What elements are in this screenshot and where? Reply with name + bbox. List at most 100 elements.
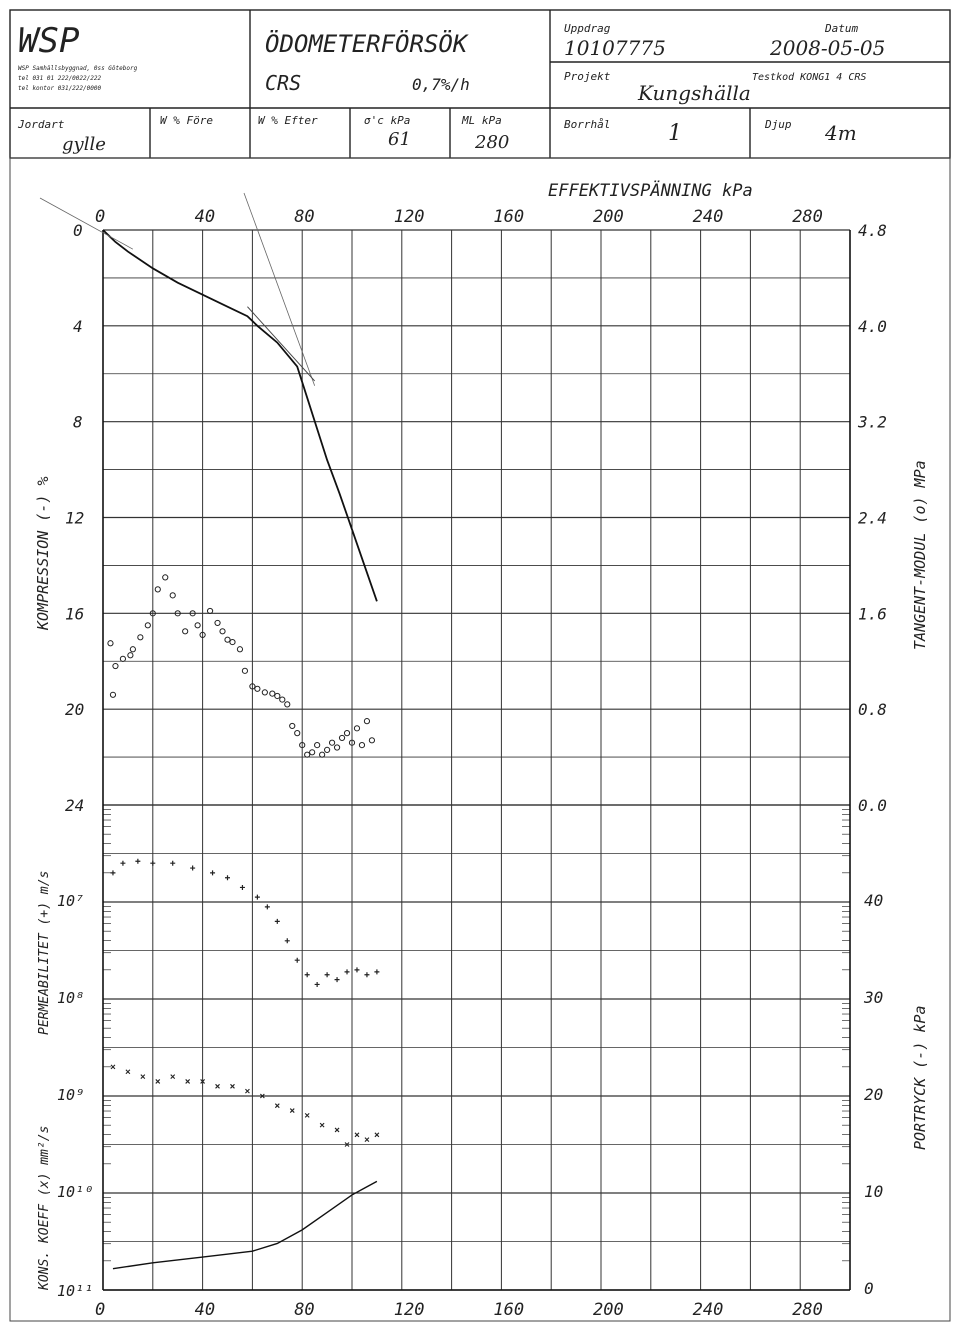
modulus-point [162,574,169,581]
modulus-point [219,628,226,635]
modulus-point [144,622,151,629]
modulus-point [289,722,296,730]
uppdrag-value: 10107775 [564,36,666,60]
modulus-tick-label: 1.6 [858,604,887,623]
x-tick-label-top: 240 [693,207,724,227]
modulus-point [112,662,119,670]
modulus-point [254,685,261,692]
sigma-value: 61 [388,129,411,150]
consolidation-point [259,1093,265,1099]
modulus-point [294,730,301,737]
company-address-line-3: tel kontor 031/222/0000 [18,85,101,92]
consolidation-point [170,1074,176,1079]
pore-tick-label: 10 [864,1182,883,1201]
permeability-point [294,957,300,963]
consolidation-point [344,1142,350,1147]
jordart-value: gylle [62,134,106,155]
x-tick-label-bottom: 160 [493,1300,524,1320]
x-tick-label-top: 40 [195,207,215,227]
consolidation-point [374,1132,380,1138]
modulus-tick-label: 4.8 [858,221,887,240]
log-tick-label: 10⁸ [57,989,84,1007]
djup-label: Djup [764,118,792,131]
permeability-point [324,972,330,978]
modulus-point [229,638,236,646]
modulus-point [194,622,201,629]
modulus-point [149,610,156,617]
permeability-point [374,969,380,975]
log-tick-label: 10⁷ [57,892,84,910]
compression-curve [102,229,378,602]
consolidation-point [304,1113,310,1118]
x-tick-label-bottom: 80 [294,1300,314,1320]
x-tick-label-top: 280 [792,207,823,227]
consolidation-point [230,1083,235,1089]
modulus-point [324,746,331,753]
permeability-point [284,938,290,944]
modulus-point [199,631,206,638]
permeability-point [264,904,270,910]
permeability-point [120,860,126,866]
w-efter-label: W % Efter [258,114,318,127]
consolidation-point [110,1064,116,1070]
projekt-value: Kungshälla [637,81,751,105]
modulus-point [269,690,276,697]
compression-tick-label: 24 [65,796,84,815]
x-tick-label-bottom: 240 [693,1300,724,1320]
method-label: CRS [265,71,301,95]
compression-tick-label: 12 [65,509,84,528]
projekt-label: Projekt [564,70,611,83]
permeability-point [304,972,310,978]
modulus-tick-label: 0.8 [858,700,887,719]
pore-tick-label: 0 [864,1279,874,1298]
modulus-point [169,592,176,599]
consolidation-point [319,1122,325,1128]
modulus-point [333,744,341,751]
tangent-line [39,197,134,250]
modulus-tick-label: 2.4 [858,509,887,528]
modulus-point [224,636,231,643]
modulus-point [261,689,268,696]
pore-axis-title: PORTRYCK (-) kPa [911,1006,929,1151]
modulus-point [353,725,361,732]
modulus-point [368,737,376,744]
x-tick-label-bottom: 120 [394,1300,425,1320]
consolidation-point [274,1103,280,1109]
modulus-tick-label: 3.2 [857,413,887,432]
consolidation-point [354,1132,360,1138]
modulus-point [241,667,249,674]
rate-label: 0,7%/h [412,75,470,94]
modulus-point [109,691,117,698]
pore-tick-label: 30 [863,988,883,1007]
modulus-point [129,646,136,653]
sheet-frame [9,157,951,1322]
compression-tick-label: 0 [73,221,83,240]
permeability-point [354,967,360,973]
pore-tick-label: 20 [864,1085,883,1104]
modulus-point [274,692,281,700]
uppdrag-label: Uppdrag [564,22,611,35]
tangent-line [243,192,316,386]
modulus-point [137,634,144,641]
modulus-point [249,683,256,690]
modulus-point [236,646,244,653]
modulus-point [314,742,321,749]
modulus-point [299,742,306,749]
compression-tick-label: 8 [73,413,83,432]
permeability-point [274,918,280,924]
modulus-point [328,739,336,746]
modulus-point [304,751,311,758]
modulus-tick-label: 4.0 [858,317,887,336]
x-tick-label-top: 200 [593,207,624,227]
testkod-label: Testkod KONG1 4 CRS [752,72,866,83]
x-tick-label-bottom: 280 [792,1300,823,1320]
jordart-label: Jordart [17,118,65,131]
chart-marks [39,192,380,1270]
modulus-point [348,739,356,746]
permeability-point [254,894,260,900]
modulus-point [127,652,134,659]
consolidation-point [185,1079,191,1084]
permeability-axis-title: PERMEABILITET (+) m/s [37,871,52,1035]
x-tick-label-top: 120 [394,207,425,227]
